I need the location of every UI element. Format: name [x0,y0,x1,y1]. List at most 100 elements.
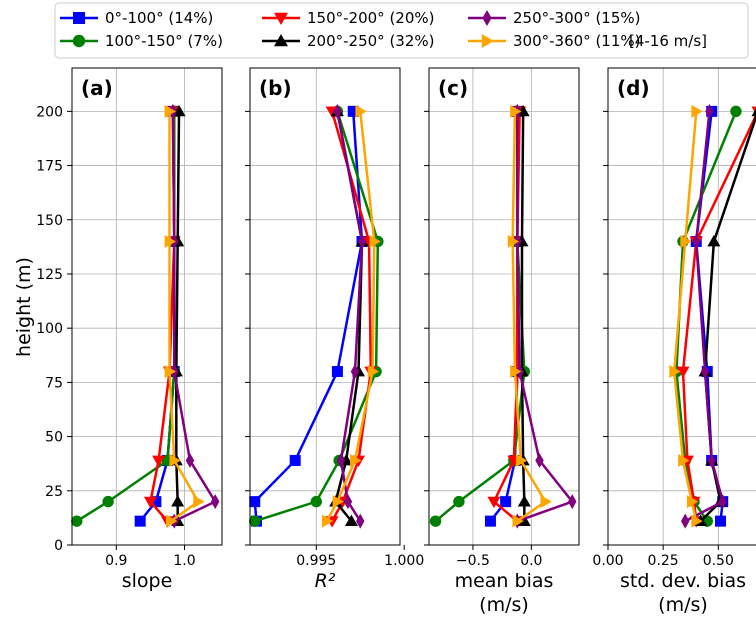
data-point [332,495,344,509]
x-tick-label: 0.0 [520,553,542,569]
data-point [210,494,220,510]
data-point [692,233,701,249]
x-axis-label: mean bias [455,570,554,592]
data-point [102,495,114,508]
x-tick-label: 0.995 [296,553,336,569]
data-point [707,452,716,468]
panels: 0 25 50 75 100 125 150 175 200 0.9 1.0 (a) slope 0.99… [36,67,756,616]
data-point [152,455,166,467]
data-point [429,515,442,527]
y-tick-label: 50 [45,430,63,446]
legend-entry: 300°-360° (11%) [468,32,641,50]
data-point [193,495,205,509]
data-point [540,495,552,509]
legend-entry: 150°-200° (20%) [262,9,435,27]
x-tick-label: 0.50 [703,553,734,569]
data-point [535,452,544,468]
legend: 0°-100° (14%) 100°-150° (7%) 150°-200° (20… [54,2,749,59]
data-point [289,454,301,466]
data-point [143,496,157,509]
data-point [249,515,261,527]
data-point [500,496,512,508]
data-point [356,513,365,529]
data-point [700,364,710,380]
y-tick-label: 75 [45,375,63,391]
legend-label: 100°-150° (7%) [105,32,223,50]
panel-c: −0.5 0.0 (c) mean bias(m/s) [424,67,580,616]
legend-label: 300°-360° (11%) [513,32,641,50]
data-point [165,514,178,528]
data-point [718,494,727,510]
data-point [517,495,531,507]
legend-marker [481,34,494,48]
y-tick-label: 0 [54,538,63,554]
data-point [680,513,690,529]
y-tick-label: 125 [36,267,63,283]
data-point [331,366,343,378]
legend-label: 200°-250° (32%) [307,32,435,50]
data-point [707,234,721,247]
x-tick-label: 1.000 [384,553,424,569]
panel-label: (d) [617,76,650,100]
series-group [249,103,384,529]
data-point [350,364,360,380]
data-point [678,453,690,467]
series-line [684,111,725,523]
data-point [705,103,714,119]
data-point [484,515,496,527]
legend-frame [54,2,749,59]
legend-entry: 100°-150° (7%) [60,32,223,50]
legend-label: 250°-300° (15%) [513,9,641,27]
x-axis-label: std. dev. bias [620,570,746,592]
legend-entry: 250°-300° (15%) [468,9,641,27]
x-axis-label: (m/s) [658,594,708,616]
axes-frame [249,67,401,546]
series-line [681,112,756,522]
axes-frame [607,67,756,546]
axes-frame [71,67,223,546]
y-axis-label: height (m) [13,257,35,357]
data-point [751,108,756,117]
x-axis-label: R² [315,570,336,592]
data-point [171,495,185,507]
data-point [357,233,367,249]
legend-marker [73,12,85,24]
data-point [321,514,334,528]
data-point [164,365,176,379]
data-point [343,494,353,510]
data-point [367,365,380,379]
data-point [512,514,524,528]
series-group [429,103,577,529]
data-point [510,104,522,118]
data-point [510,365,522,379]
legend-entry: 200°-250° (32%) [262,32,435,50]
data-point [487,496,501,509]
legend-label: 0°-100° (14%) [105,9,213,27]
data-point [350,453,362,467]
data-point [715,515,726,527]
x-tick-label: 0.9 [105,553,127,569]
data-point [507,234,520,248]
panel-label: (c) [438,76,468,100]
data-point [310,495,322,508]
axes-frame [428,67,580,546]
data-point [134,515,146,527]
panel-d: 0.00 0.25 0.50 (d) std. dev. bias(m/s) [592,67,756,616]
x-tick-label: 0.25 [648,553,679,569]
data-point [185,452,195,468]
series-group [71,103,220,529]
x-axis-label: slope [122,570,173,592]
data-point [150,496,162,508]
data-point [691,514,703,528]
y-tick-label: 200 [36,104,63,120]
data-point [355,104,367,118]
data-point [249,496,261,508]
data-point [517,514,531,527]
series-line [516,111,575,523]
data-point [515,453,528,467]
x-axis-label: (m/s) [479,594,529,616]
x-tick-label: 1.0 [173,553,195,569]
y-tick-label: 25 [45,484,63,500]
x-tick-label: −0.5 [456,553,490,569]
